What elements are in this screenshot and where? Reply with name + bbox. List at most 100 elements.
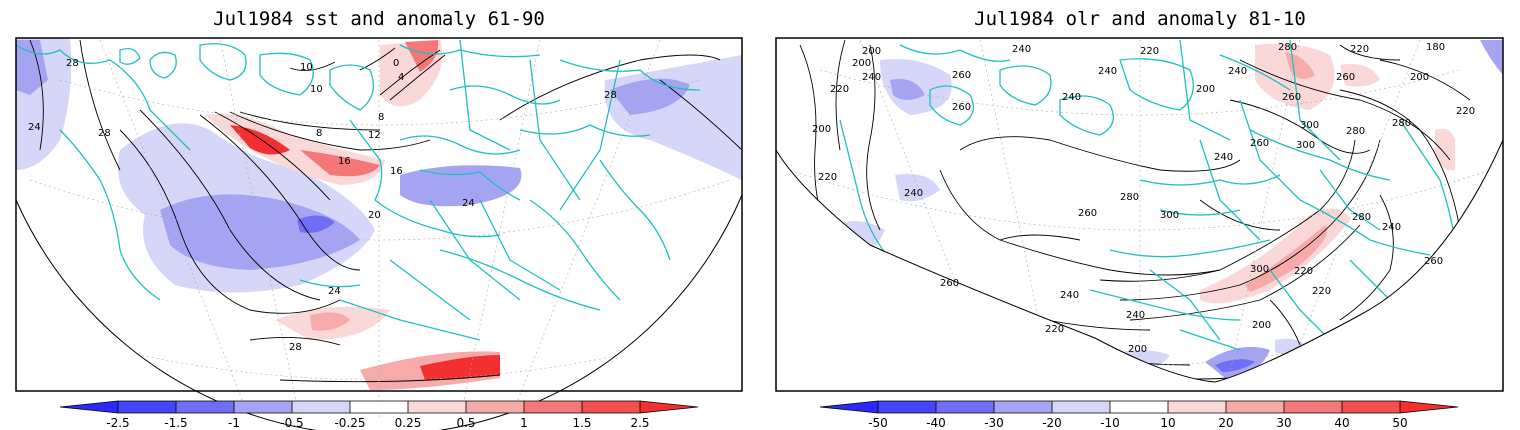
contour-label: 240 — [1012, 44, 1031, 55]
contour-label: 260 — [1250, 138, 1269, 149]
shade-pos-strong — [420, 355, 500, 380]
colorbar-swatch — [408, 401, 466, 413]
contour-label: 260 — [952, 102, 971, 113]
olr-panel: Jul1984 olr and anomaly 81-10 — [775, 8, 1504, 430]
colorbar-swatch — [292, 401, 350, 413]
contour-label: 220 — [1045, 324, 1064, 335]
shade-pos-light — [310, 312, 350, 331]
colorbar-swatch — [994, 401, 1052, 413]
contour-label: 240 — [1214, 152, 1233, 163]
contour-label: 220 — [1456, 106, 1475, 117]
colorbar-tick: -40 — [926, 416, 946, 430]
contour-label: 24 — [462, 198, 475, 209]
colorbar-swatch — [640, 401, 698, 413]
colorbar-tick: 20 — [1218, 416, 1233, 430]
contour-label: 260 — [1078, 208, 1097, 219]
olr-colorbar: -50 -40 -30 -20 -10 10 20 30 40 50 — [819, 400, 1459, 430]
contour-label: 180 — [1426, 42, 1445, 53]
sst-projection-edge — [15, 194, 743, 430]
contour-label: 240 — [862, 72, 881, 83]
colorbar-tick: 0.5 — [456, 416, 475, 430]
colorbar-tick: -0.25 — [334, 416, 365, 430]
contour-label: 220 — [1294, 266, 1313, 277]
contour-label: 28 — [66, 58, 79, 69]
colorbar-swatch — [1110, 401, 1168, 413]
olr-map-frame — [775, 37, 1504, 392]
colorbar-swatch — [176, 401, 234, 413]
contour-label: 260 — [1424, 256, 1443, 267]
contour-label: 20 — [368, 210, 381, 221]
contour-label: 28 — [289, 342, 302, 353]
contour-label: 300 — [1250, 264, 1269, 275]
sst-panel: Jul1984 sst and anomaly 61-90 — [15, 8, 743, 430]
contour-label: 28 — [604, 90, 617, 101]
colorbar-swatch — [118, 401, 176, 413]
contour-label: 28 — [98, 128, 111, 139]
shade-neg-faint — [835, 221, 885, 255]
contour-label: 200 — [1252, 320, 1271, 331]
contour-label: 200 — [1128, 344, 1147, 355]
contour-label: 280 — [1346, 126, 1365, 137]
colorbar-tick: -30 — [984, 416, 1004, 430]
colorbar-outline — [819, 400, 1459, 414]
contour-label: 12 — [368, 130, 381, 141]
shade-neg-light — [400, 165, 522, 207]
olr-contour-labels: 200 200 220 240 260 240 200 220 240 280 … — [812, 42, 1475, 355]
colorbar-swatch — [582, 401, 640, 413]
olr-coastlines — [839, 39, 1456, 351]
contour-label: 16 — [390, 166, 403, 177]
olr-panel-title: Jul1984 olr and anomaly 81-10 — [974, 8, 1306, 30]
contour-label: 200 — [862, 46, 881, 57]
contour-label: 280 — [1278, 42, 1297, 53]
contour-label: 220 — [830, 84, 849, 95]
contour-label: 0 — [393, 58, 399, 69]
colorbar-tick: 10 — [1160, 416, 1175, 430]
colorbar-outline — [59, 400, 699, 414]
colorbar-tick: -1.5 — [164, 416, 187, 430]
colorbar-swatch — [1168, 401, 1226, 413]
contour-label: 240 — [1060, 290, 1079, 301]
contour-label: 220 — [1350, 44, 1369, 55]
sst-contours — [29, 39, 742, 383]
colorbar-tick: -1 — [228, 416, 240, 430]
shade-pos-strong — [230, 125, 290, 155]
contour-label: 240 — [1098, 66, 1117, 77]
contour-label: 240 — [904, 188, 923, 199]
contour-label: 4 — [398, 72, 404, 83]
colorbar-tick: 0.25 — [395, 416, 422, 430]
colorbar-tick: -50 — [868, 416, 888, 430]
olr-contours — [799, 39, 1471, 380]
contour-label: 220 — [1140, 46, 1159, 57]
sst-colorbar: -2.5 -1.5 -1 -0.5 -0.25 0.25 0.5 1 1.5 2… — [59, 400, 699, 430]
contour-label: 8 — [316, 128, 322, 139]
contour-label: 260 — [952, 70, 971, 81]
shade-neg-mid — [297, 215, 335, 233]
contour-label: 8 — [378, 112, 384, 123]
shade-neg-mid — [1215, 359, 1255, 372]
sst-contour-labels: 28 24 28 10 10 4 0 8 8 12 16 16 20 24 28… — [28, 58, 617, 353]
colorbar-swatch — [936, 401, 994, 413]
contour-label: 280 — [1392, 118, 1411, 129]
olr-projection-edge — [775, 139, 1504, 383]
colorbar-swatch — [1052, 401, 1110, 413]
colorbar-swatch — [466, 401, 524, 413]
contour-label: 200 — [812, 124, 831, 135]
colorbar-swatch — [1226, 401, 1284, 413]
contour-label: 16 — [338, 156, 351, 167]
sst-map-frame — [15, 37, 743, 392]
contour-label: 300 — [1160, 210, 1179, 221]
contour-label: 200 — [852, 58, 871, 69]
colorbar-swatch — [234, 401, 292, 413]
shade-neg-faint — [895, 174, 940, 202]
shade-pos-faint — [1340, 64, 1380, 87]
colorbar-swatch — [524, 401, 582, 413]
contour-label: 280 — [1120, 192, 1139, 203]
contour-label: 240 — [1126, 310, 1145, 321]
contour-label: 260 — [1282, 92, 1301, 103]
contour-label: 24 — [28, 122, 41, 133]
colorbar-swatch — [60, 401, 118, 413]
contour-label: 280 — [1352, 212, 1371, 223]
colorbar-swatch — [820, 401, 878, 413]
shade-neg-light — [1480, 40, 1503, 75]
